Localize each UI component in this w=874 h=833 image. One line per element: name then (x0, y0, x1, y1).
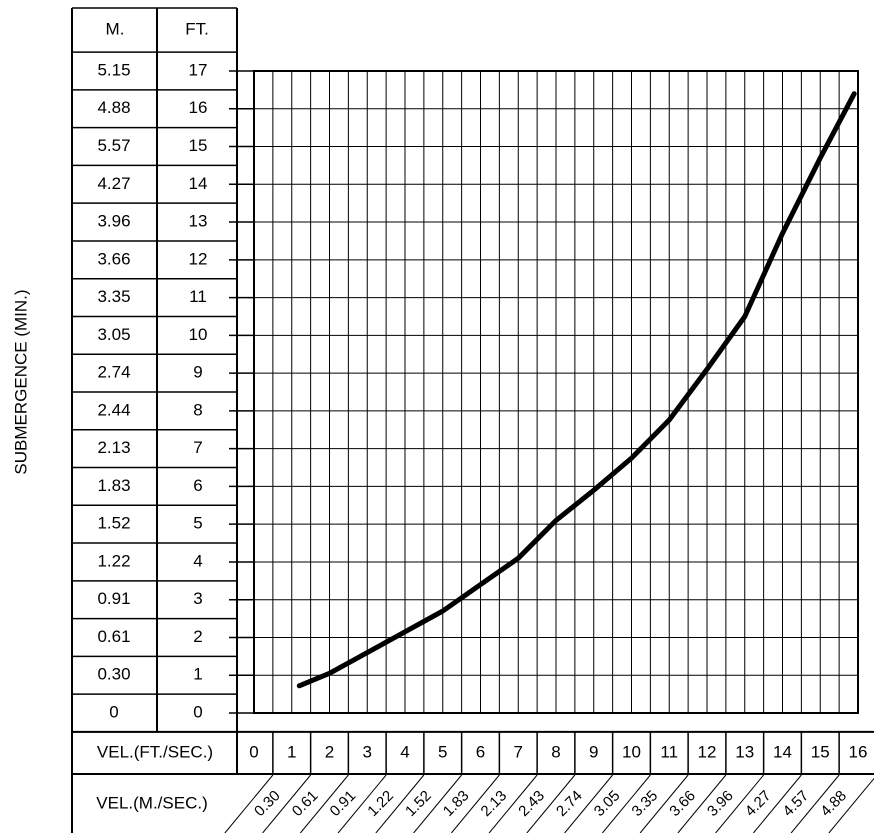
m-label: 1.83 (97, 476, 130, 495)
diagonal-divider (224, 774, 274, 833)
diagonal-divider (375, 774, 425, 833)
x-m-label: 4.57 (780, 787, 813, 820)
x-tick-label: 1 (287, 742, 296, 761)
diagonal-divider (526, 774, 576, 833)
diagonal-divider (450, 774, 500, 833)
m-label: 5.15 (97, 60, 130, 79)
y-tick-label: 9 (193, 363, 202, 382)
x-label-ft: VEL.(FT./SEC.) (97, 742, 213, 761)
m-label: 0 (109, 702, 118, 721)
x-tick-label: 8 (551, 742, 560, 761)
m-label: 0.91 (97, 589, 130, 608)
m-label: 3.96 (97, 212, 130, 231)
m-label: 2.44 (97, 400, 130, 419)
x-m-label: 1.83 (440, 787, 473, 820)
diagonal-divider (828, 777, 874, 833)
y-tick-label: 16 (189, 98, 208, 117)
diagonal-divider (488, 774, 538, 833)
diagonal-divider (639, 774, 689, 833)
m-label: 0.61 (97, 627, 130, 646)
diagonal-divider (299, 774, 349, 833)
y-tick-label: 10 (189, 325, 208, 344)
diagonal-divider (677, 774, 727, 833)
y-tick-label: 5 (193, 514, 202, 533)
x-m-label: 1.22 (364, 787, 397, 820)
x-m-label: 4.88 (817, 787, 850, 820)
m-label: 1.22 (97, 551, 130, 570)
y-tick-label: 15 (189, 136, 208, 155)
m-label: 3.05 (97, 325, 130, 344)
x-m-label: 0.91 (327, 787, 360, 820)
x-m-label: 3.35 (629, 787, 662, 820)
x-tick-label: 15 (811, 742, 830, 761)
x-tick-label: 7 (514, 742, 523, 761)
m-label: 1.52 (97, 514, 130, 533)
diagonal-divider (601, 774, 651, 833)
x-m-label: 2.13 (478, 787, 511, 820)
m-label: 5.57 (97, 136, 130, 155)
y-tick-label: 0 (193, 702, 202, 721)
m-label: 3.66 (97, 249, 130, 268)
y-tick-label: 3 (193, 589, 202, 608)
plot-frame (253, 70, 859, 714)
m-label: 2.74 (97, 363, 130, 382)
x-tick-label: 9 (589, 742, 598, 761)
y-tick-label: 8 (193, 400, 202, 419)
x-m-label: 1.52 (402, 787, 435, 820)
diagonal-divider (564, 774, 614, 833)
y-axis-label: SUBMERGENCE (MIN.) (11, 289, 30, 474)
x-m-label: 2.74 (553, 787, 586, 820)
y-tick-label: 1 (193, 665, 202, 684)
x-tick-label: 11 (660, 742, 678, 761)
m-label: 3.35 (97, 287, 130, 306)
x-tick-label: 5 (438, 742, 447, 761)
x-tick-label: 3 (363, 742, 372, 761)
x-m-label: 3.66 (666, 787, 699, 820)
x-m-label: 3.96 (704, 787, 737, 820)
x-tick-label: 4 (400, 742, 409, 761)
x-tick-label: 12 (698, 742, 717, 761)
x-tick-label: 13 (735, 742, 754, 761)
curve (296, 91, 857, 689)
x-label-m: VEL.(M./SEC.) (96, 793, 207, 812)
x-m-label: 2.43 (515, 787, 548, 820)
x-m-label: 0.30 (251, 787, 284, 820)
m-header: M. (106, 19, 125, 38)
y-tick-label: 7 (193, 438, 202, 457)
x-tick-label: 14 (773, 742, 792, 761)
y-tick-label: 14 (189, 174, 208, 193)
y-tick-label: 17 (189, 60, 208, 79)
y-tick-label: 11 (189, 287, 207, 306)
y-tick-label: 4 (193, 551, 202, 570)
diagonal-divider (790, 774, 840, 833)
x-m-label: 0.61 (289, 787, 322, 820)
y-tick-label: 13 (189, 212, 208, 231)
y-tick-label: 6 (193, 476, 202, 495)
y-tick-label: 12 (189, 249, 208, 268)
diagonal-divider (262, 774, 312, 833)
diagonal-divider (413, 774, 463, 833)
x-tick-label: 16 (849, 742, 868, 761)
ft-header: FT. (185, 19, 209, 38)
x-m-label: 3.05 (591, 787, 624, 820)
m-label: 0.30 (97, 665, 130, 684)
x-m-label: 4.27 (742, 787, 775, 820)
m-label: 4.27 (97, 174, 130, 193)
x-tick-label: 10 (622, 742, 641, 761)
diagonal-divider (752, 774, 802, 833)
diagonal-divider (715, 774, 765, 833)
x-tick-label: 0 (249, 742, 258, 761)
x-tick-label: 2 (325, 742, 334, 761)
y-tick-label: 2 (193, 627, 202, 646)
m-label: 4.88 (97, 98, 130, 117)
x-tick-label: 6 (476, 742, 485, 761)
m-label: 2.13 (97, 438, 130, 457)
diagonal-divider (337, 774, 387, 833)
